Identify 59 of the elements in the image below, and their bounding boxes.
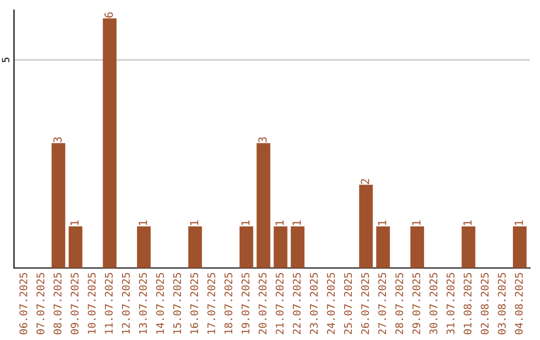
x-tick-label: 15.07.2025 (173, 273, 182, 334)
x-tick-label: 25.07.2025 (344, 273, 352, 334)
data-label: 1 (276, 220, 284, 226)
data-label: 1 (138, 220, 147, 226)
x-tick-label: 09.07.2025 (70, 273, 79, 334)
bar (512, 226, 527, 268)
x-tick-label: 30.07.2025 (429, 273, 438, 334)
x-tick-label: 02.08.2025 (480, 273, 489, 334)
data-label: 1 (190, 220, 198, 226)
x-tick-label: 04.08.2025 (514, 273, 523, 334)
bar (188, 226, 202, 268)
bar (256, 143, 270, 268)
data-label: 1 (412, 220, 420, 226)
x-tick-label: 29.07.2025 (412, 273, 420, 334)
x-tick-label: 16.07.2025 (190, 273, 198, 334)
x-tick-label: 24.07.2025 (326, 273, 335, 334)
x-tick-label: 21.07.2025 (276, 273, 284, 334)
data-label: 3 (258, 137, 267, 142)
data-label: 1 (378, 220, 386, 226)
data-label: 1 (70, 220, 79, 226)
x-tick-label: 31.07.2025 (446, 273, 454, 334)
bar (102, 18, 117, 268)
x-tick-label: 06.07.2025 (19, 273, 28, 334)
x-tick-label: 17.07.2025 (207, 273, 216, 334)
x-tick-label: 01.08.2025 (464, 273, 472, 334)
data-label: 6 (104, 12, 113, 18)
data-label: 1 (241, 220, 250, 226)
x-tick-label: 23.07.2025 (310, 273, 318, 334)
bar (52, 143, 66, 268)
x-tick-label: 03.08.2025 (498, 273, 506, 334)
x-tick-label: 28.07.2025 (395, 273, 404, 334)
data-label: 2 (360, 179, 370, 184)
bar (462, 226, 476, 268)
x-tick-label: 19.07.2025 (242, 273, 250, 334)
data-label: 3 (53, 137, 62, 142)
bar (240, 226, 254, 268)
x-tick-label: 26.07.2025 (361, 273, 370, 334)
bar (274, 226, 288, 268)
x-tick-label: 10.07.2025 (88, 273, 96, 334)
x-tick-label: 20.07.2025 (258, 273, 267, 334)
data-label: 1 (292, 220, 301, 226)
bar (410, 226, 424, 268)
y-tick-label: 5 (2, 58, 10, 62)
bar (137, 226, 151, 268)
bar (68, 226, 82, 268)
x-tick-label: 14.07.2025 (156, 273, 164, 334)
x-tick-label: 13.07.2025 (139, 273, 147, 334)
bar (376, 226, 390, 268)
x-tick-label: 12.07.2025 (122, 273, 130, 334)
data-label: 1 (463, 220, 472, 226)
x-tick-label: 27.07.2025 (378, 273, 386, 334)
x-tick-label: 22.07.2025 (292, 273, 301, 334)
x-tick-label: 18.07.2025 (224, 273, 232, 334)
x-tick-label: 08.07.2025 (54, 273, 62, 334)
x-tick-label: 07.07.2025 (36, 273, 44, 334)
bar (359, 184, 373, 268)
x-tick-label: 11.07.2025 (104, 273, 113, 334)
data-label: 1 (514, 220, 523, 226)
bar (290, 226, 304, 268)
